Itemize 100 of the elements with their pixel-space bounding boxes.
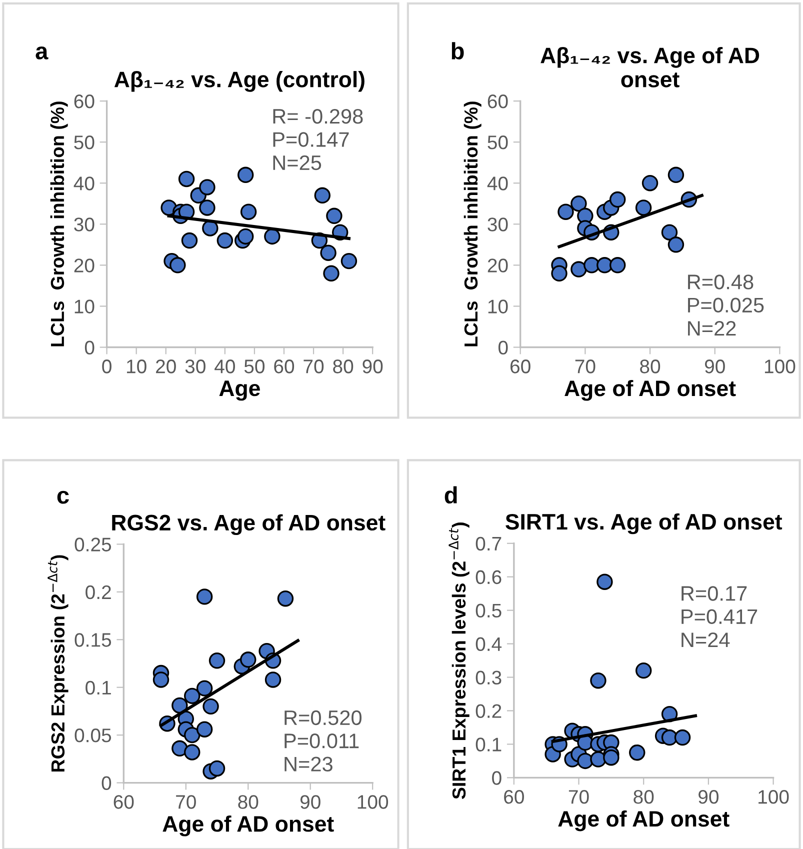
point — [596, 574, 613, 590]
y-axis-title: LCLs Growth inhibition (%) — [464, 102, 482, 346]
x-tick-label: 60 — [114, 795, 134, 809]
annotation: R= -0.298 P=0.147 N=25 — [273, 108, 363, 170]
point — [635, 662, 652, 679]
y-tick-label: 0 — [84, 340, 94, 354]
point — [277, 590, 294, 607]
point — [196, 680, 213, 696]
y-tick-label: 0 — [102, 776, 112, 790]
y-tick-label: 40 — [74, 176, 94, 190]
point — [590, 751, 606, 768]
x-tick-label: 30 — [185, 360, 206, 374]
point — [629, 744, 646, 761]
y-tick-label: 0.2 — [476, 704, 502, 718]
point — [314, 187, 331, 204]
y-tick-label: 0.7 — [476, 536, 502, 551]
point — [603, 749, 620, 766]
chart-title: Aβ₁₋₄₂ vs. Age of AD onset — [540, 47, 760, 88]
annotation: R=0.17 P=0.417 N=24 — [682, 586, 758, 648]
chart-title: Aβ₁₋₄₂ vs. Age (control) — [114, 71, 364, 92]
x-tick-label: 90 — [698, 790, 718, 804]
x-tick-label: 90 — [300, 795, 320, 809]
y-tick-label: 30 — [488, 218, 508, 232]
y-tick-label: 0.3 — [476, 670, 502, 684]
point — [609, 191, 626, 208]
x-tick-label: 70 — [568, 790, 589, 804]
y-tick-label: 0.6 — [476, 570, 502, 584]
y-tick-label: 0 — [498, 340, 508, 354]
x-tick-label: 70 — [176, 795, 196, 809]
point — [237, 166, 254, 184]
point — [584, 257, 600, 274]
x-tick-label: 100 — [758, 790, 789, 804]
point — [264, 228, 280, 245]
point — [240, 652, 256, 668]
text: c — [57, 490, 69, 504]
point — [208, 760, 226, 777]
y-tick-label: 0.1 — [86, 680, 111, 695]
x-tick-label: 60 — [510, 360, 530, 374]
x-tick-label: 100 — [764, 360, 796, 374]
x-tick-label: 60 — [274, 360, 294, 374]
y-tick-label: 50 — [74, 136, 94, 150]
x-tick-label: 80 — [640, 360, 660, 374]
point — [196, 588, 213, 605]
point — [181, 232, 198, 249]
y-axis-title: RGS2 Expression (2$^{−Δct}$) — [48, 555, 68, 772]
chart-title: SIRT1 vs. Age of AD onset — [506, 513, 782, 534]
x-tick-label: 70 — [575, 360, 596, 374]
y-tick-label: 0.5 — [476, 604, 502, 618]
x-tick-label: 70 — [304, 360, 324, 374]
y-tick-label: 0.4 — [476, 637, 502, 652]
y-tick-label: 50 — [488, 136, 508, 150]
x-axis-title: Age of AD onset — [558, 810, 730, 832]
point — [326, 208, 342, 224]
y-tick-label: 0 — [492, 771, 502, 785]
annotation: R=0.48 P=0.025 N=22 — [688, 274, 764, 336]
point — [596, 257, 613, 274]
x-axis-title: Age — [219, 380, 260, 401]
y-tick-label: 0.1 — [476, 738, 502, 752]
point — [590, 672, 606, 689]
point — [551, 265, 568, 282]
point — [558, 204, 574, 220]
x-tick-label: 50 — [244, 360, 265, 374]
point — [320, 244, 336, 261]
point — [577, 752, 594, 770]
point — [199, 200, 216, 216]
x-tick-label: 60 — [504, 790, 524, 804]
point — [674, 729, 691, 746]
point — [196, 721, 213, 738]
x-tick-label: 20 — [156, 360, 176, 374]
point — [642, 174, 658, 192]
point — [199, 179, 216, 196]
x-tick-label: 80 — [238, 795, 258, 809]
point — [208, 652, 226, 669]
point — [237, 228, 254, 245]
point — [635, 200, 652, 216]
point — [661, 729, 678, 746]
y-tick-label: 60 — [488, 94, 508, 108]
y-tick-label: 40 — [487, 176, 508, 190]
point — [184, 726, 200, 744]
y-tick-label: 0.05 — [74, 728, 112, 742]
point — [202, 698, 219, 715]
x-tick-label: 80 — [634, 790, 654, 804]
point — [216, 232, 234, 249]
point — [661, 224, 678, 240]
x-tick-label: 90 — [362, 360, 383, 374]
point — [668, 166, 684, 184]
y-tick-label: 20 — [74, 258, 94, 272]
y-tick-label: 20 — [488, 258, 508, 272]
point — [170, 257, 186, 274]
point — [570, 196, 587, 212]
point — [668, 236, 684, 253]
y-tick-label: 10 — [74, 300, 94, 314]
x-tick-label: 80 — [333, 360, 354, 374]
point — [172, 740, 188, 757]
x-axis-title: Age of AD onset — [564, 380, 736, 401]
x-tick-label: 90 — [704, 360, 725, 374]
y-tick-label: 30 — [74, 218, 94, 232]
y-tick-label: 0.25 — [74, 538, 112, 552]
y-tick-label: 0.2 — [86, 585, 111, 600]
point — [609, 257, 626, 274]
